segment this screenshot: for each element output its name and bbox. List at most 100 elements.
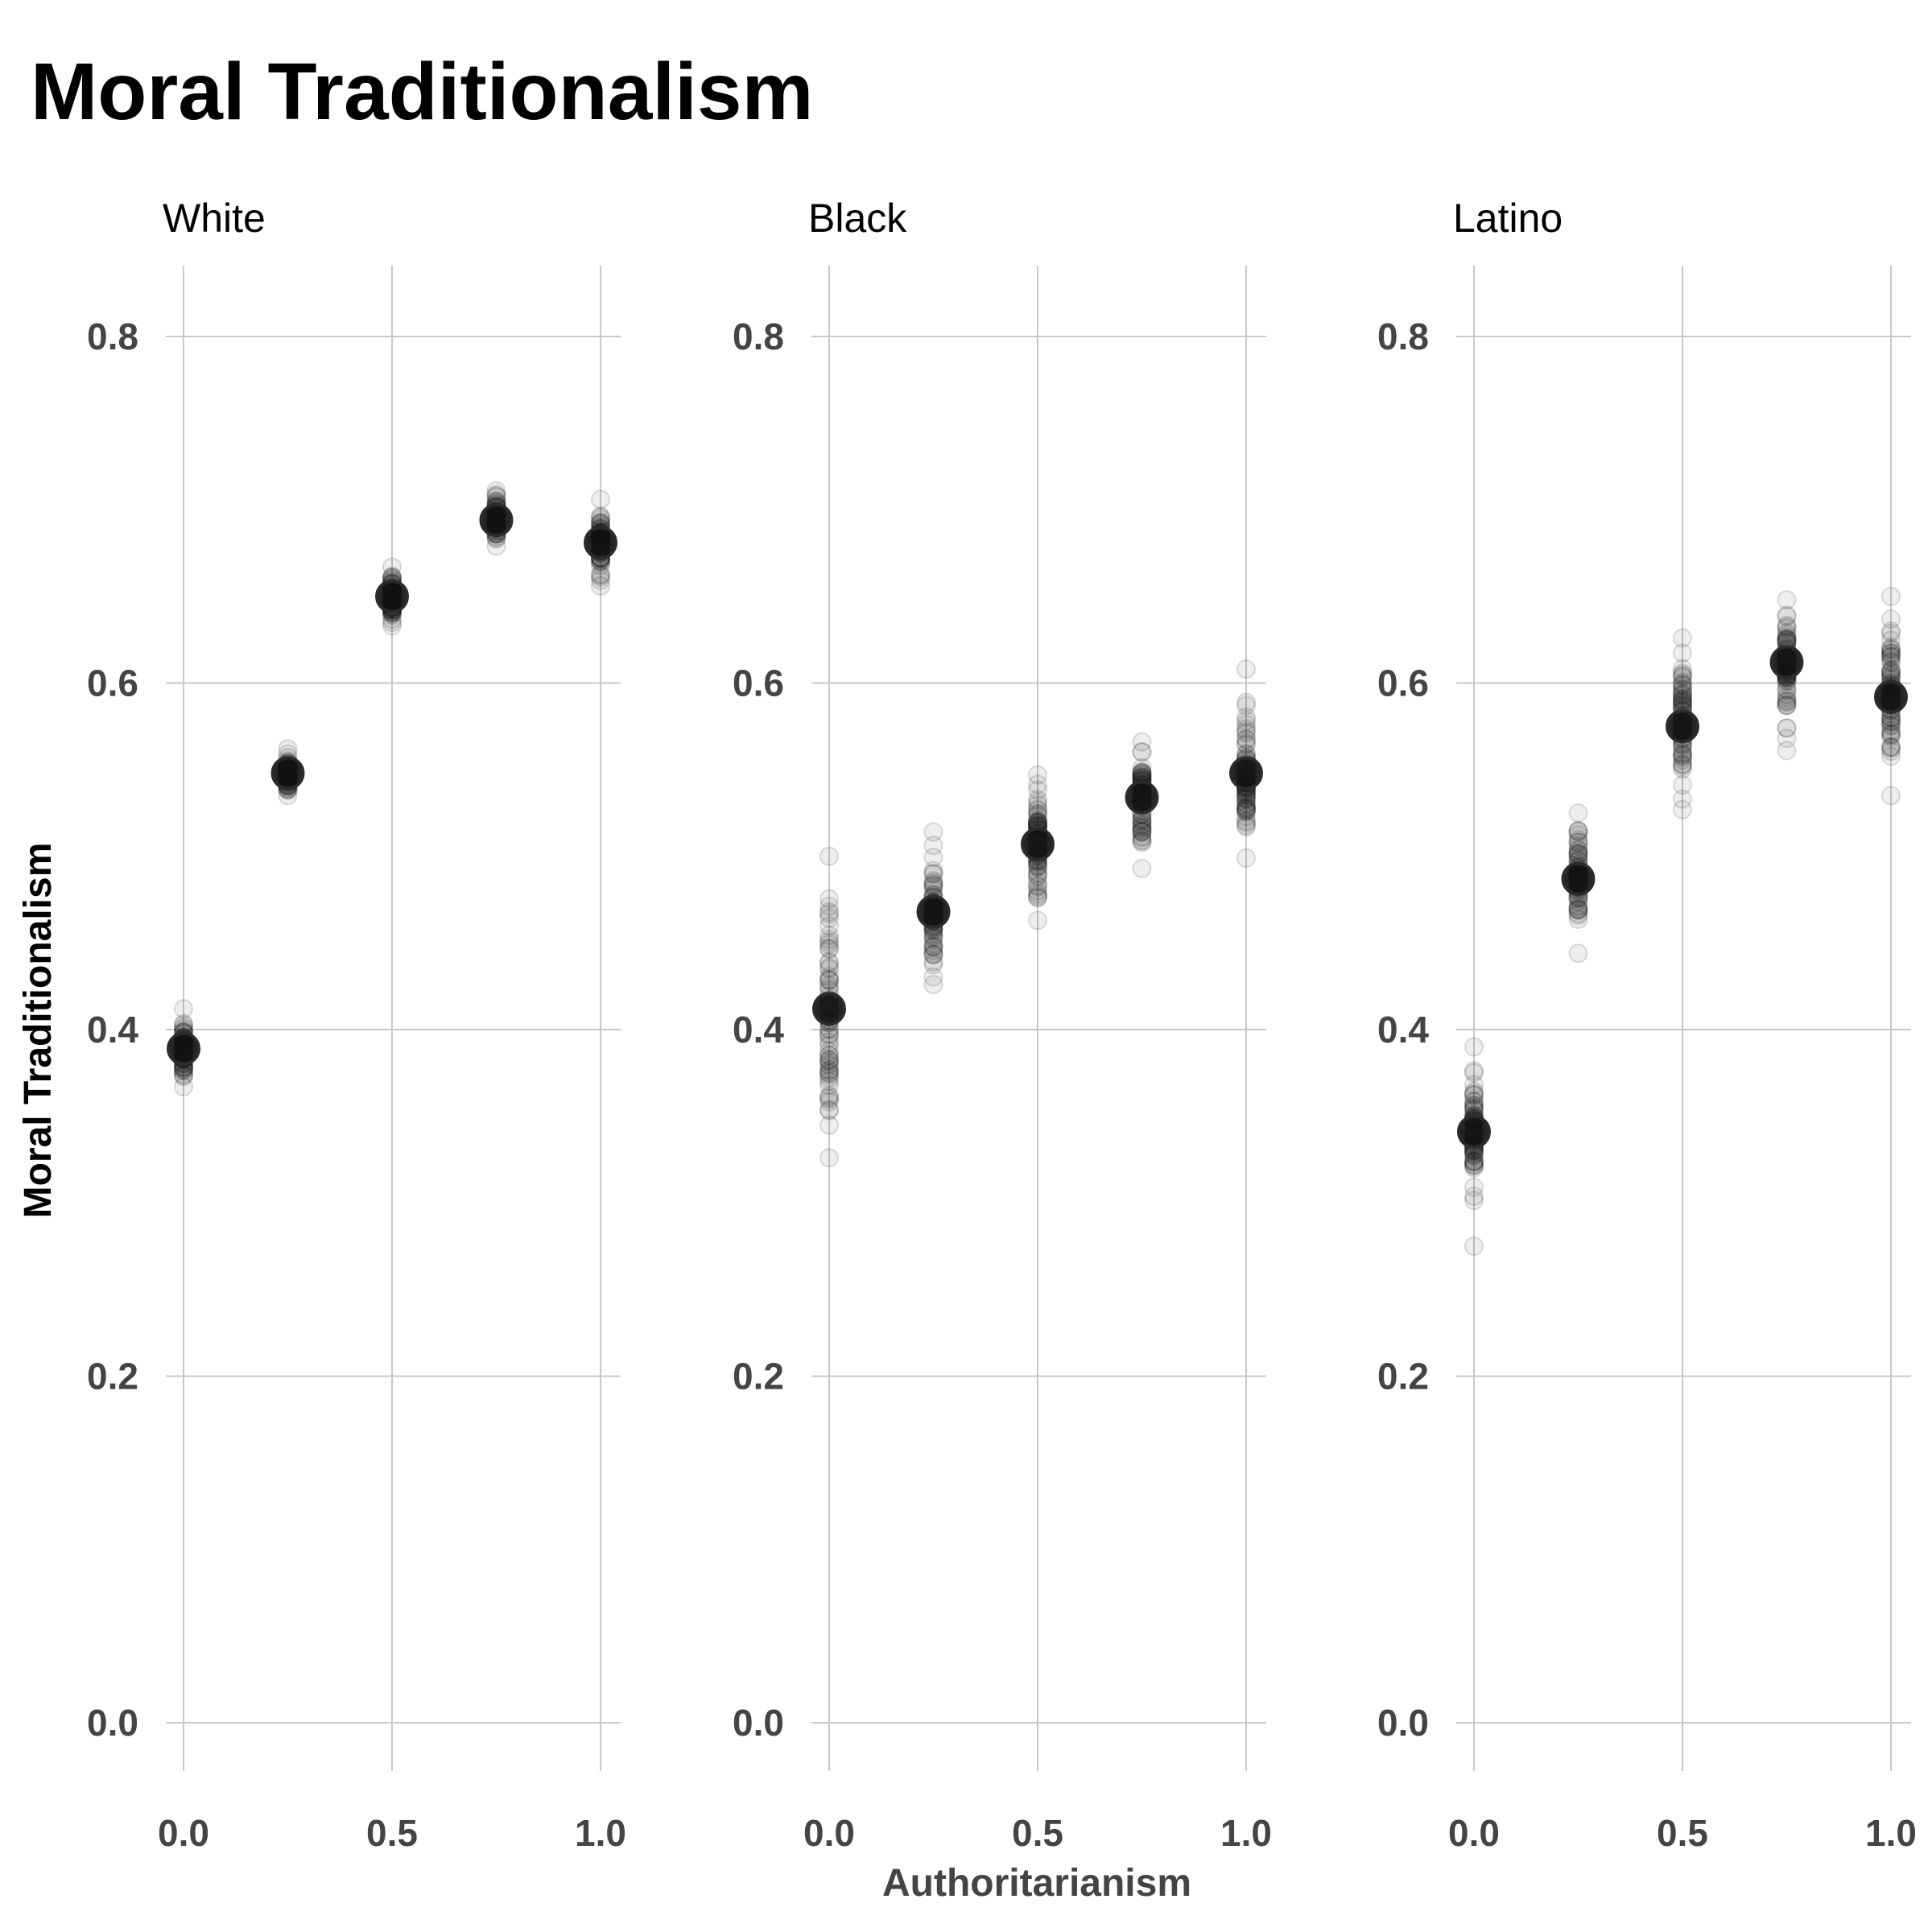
simulation-point [382,616,402,636]
simulation-point [1777,684,1797,704]
simulation-point [819,925,839,945]
simulation-point [1673,643,1692,663]
simulation-point [1132,818,1152,838]
simulation-point [1464,1063,1484,1083]
simulation-point [819,1032,839,1052]
simulation-point [819,939,839,960]
simulation-point [819,932,839,952]
simulation-point [819,970,839,990]
simulation-point [1881,646,1901,667]
simulation-point [1881,638,1901,658]
simulation-point [1881,716,1901,736]
simulation-point [1236,790,1256,810]
simulation-point [1236,707,1256,727]
simulation-point [1881,643,1901,663]
simulation-point [1464,1156,1484,1176]
simulation-point [1236,729,1256,749]
simulation-point [1777,623,1797,643]
simulation-point [1881,639,1901,659]
simulation-point [1028,867,1047,887]
simulation-point [819,971,839,991]
simulation-point [1464,1158,1484,1178]
simulation-point [1881,609,1901,630]
simulation-point [1028,792,1047,812]
mean-point [479,503,514,538]
simulation-point [1777,729,1797,749]
simulation-point [1464,1037,1484,1057]
simulation-point [1673,690,1692,710]
simulation-point [1777,692,1797,712]
simulation-point [1673,789,1692,809]
simulation-point [1673,685,1692,705]
simulation-point [819,846,839,866]
simulation-point [819,1054,839,1074]
simulation-point [1236,799,1256,819]
simulation-point [819,1050,839,1070]
simulation-point [819,935,839,955]
simulation-point [1236,848,1256,868]
y-tick-label: 0.0 [87,1702,138,1744]
simulation-point [591,489,610,510]
simulation-point [923,967,943,987]
simulation-point [1028,864,1047,884]
simulation-point [1673,754,1692,774]
simulation-point [1881,737,1901,757]
simulation-point [819,1075,839,1096]
mean-point [584,526,617,560]
simulation-point [1236,801,1256,821]
simulation-point [819,1059,839,1080]
simulation-point [1777,606,1797,626]
x-tick-label: 1.0 [575,1812,626,1854]
simulation-point [1568,899,1588,919]
simulation-point [819,1065,839,1085]
simulation-point [1028,804,1047,824]
simulation-point [174,1077,193,1097]
simulation-point [1881,720,1901,741]
y-tick-label: 0.8 [87,316,138,357]
simulation-point [1881,716,1901,736]
simulation-point [1568,895,1588,915]
simulation-point [1464,1095,1484,1115]
simulation-point [1568,803,1588,823]
simulation-point [591,576,610,596]
facet-panels: White 0.0 0.2 0.4 0.6 0.8 0.0 0.5 1.0 Black 0.0 0.2… [87,196,1917,1854]
facet-label: White [163,196,266,241]
simulation-point [591,570,610,590]
simulation-point [923,874,943,894]
simulation-point [1777,695,1797,715]
simulation-point [1568,903,1588,923]
simulation-point [819,953,839,973]
simulation-point [1464,1096,1484,1116]
simulation-point [1673,667,1692,687]
simulation-point [923,943,943,964]
simulation-point [1881,727,1901,747]
simulation-point [819,967,839,987]
simulation-point [1132,821,1152,841]
simulation-point [1673,680,1692,700]
simulation-point [1777,590,1797,610]
simulation-point [1236,797,1256,817]
panel-white: White 0.0 0.2 0.4 0.6 0.8 0.0 0.5 1.0 [87,196,626,1854]
simulation-point [1673,799,1692,819]
mean-point [1874,679,1908,714]
facet-label: Black [808,196,907,241]
simulation-point [819,1115,839,1135]
simulation-point [1132,816,1152,836]
simulation-point [1673,663,1692,683]
simulation-point [1236,799,1256,819]
simulation-point [1132,826,1152,846]
simulation-point [1568,943,1588,964]
simulation-point [1673,628,1692,648]
simulation-point [1132,822,1152,842]
y-tick-label: 0.4 [733,1009,784,1051]
simulation-point [1673,775,1692,795]
simulation-point [1236,815,1256,836]
simulation-point [486,536,506,556]
simulation-point [819,1100,839,1120]
simulation-point [1777,687,1797,708]
simulation-point [1464,1061,1484,1081]
mean-point [375,579,409,613]
simulation-point [923,929,943,949]
y-tick-label: 0.6 [87,663,138,704]
simulation-point [1028,803,1047,824]
